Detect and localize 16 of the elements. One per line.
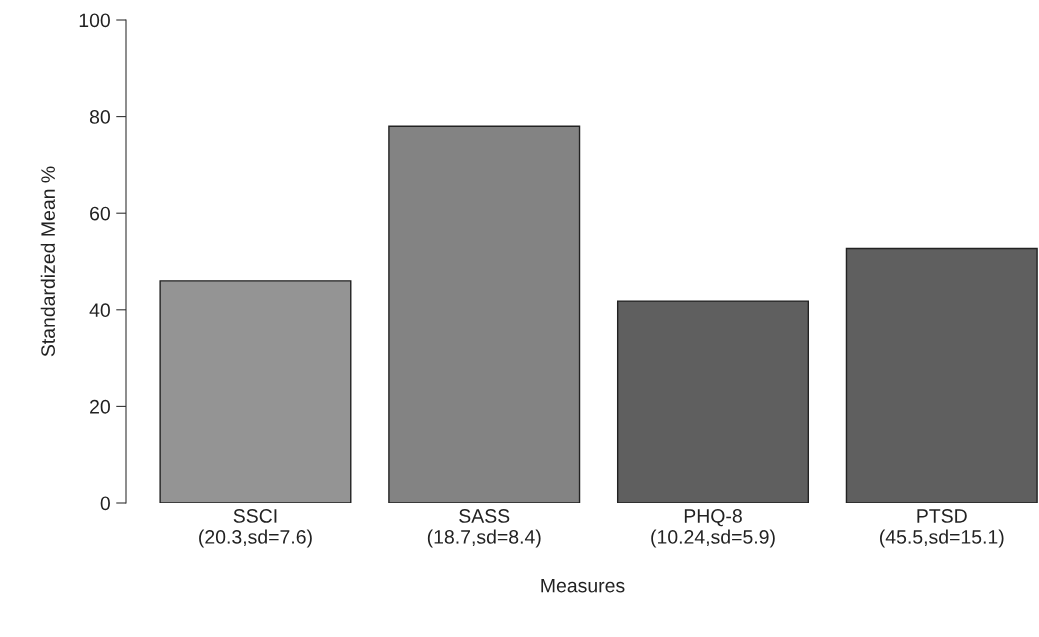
y-tick-label: 40 [89, 303, 110, 318]
x-tick-label: SASS (18.7,sd=8.4) [427, 509, 541, 548]
x-axis-title: Measures [541, 578, 625, 593]
y-tick-label: 60 [90, 206, 110, 221]
bar [616, 300, 810, 503]
x-tick-label: SSCI (20.3,sd=7.6) [199, 509, 312, 548]
bar [159, 280, 352, 503]
bar [845, 247, 1038, 503]
y-tick-label: 100 [79, 13, 110, 28]
bar [388, 125, 581, 503]
y-tick-label: 20 [90, 399, 110, 414]
y-tick-label: 80 [89, 110, 110, 124]
y-axis-title: Standardized Mean % [40, 166, 55, 357]
x-tick-label: PTSD (45.5,sd=15.1) [880, 509, 1004, 548]
x-tick-label: PHQ-8 (10.24,sd=5.9) [651, 509, 775, 548]
y-tick-label: 0 [100, 496, 110, 511]
